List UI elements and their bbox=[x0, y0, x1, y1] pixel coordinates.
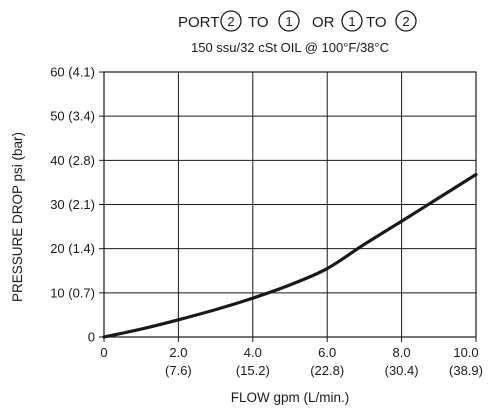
y-tick-label: 40 (2.8) bbox=[50, 153, 95, 168]
title-to-b: TO bbox=[366, 14, 387, 31]
x-tick-label: 6.0 bbox=[318, 345, 336, 360]
x-tick-label: 4.0 bbox=[244, 345, 262, 360]
x-tick-label: 8.0 bbox=[393, 345, 411, 360]
y-tick-label: 50 (3.4) bbox=[50, 109, 95, 124]
title-port-one-a: 1 bbox=[285, 14, 292, 29]
x-tick-label-metric: (15.2) bbox=[236, 363, 270, 378]
series-line-pressure-drop bbox=[104, 174, 476, 337]
title-port-one-b: 1 bbox=[348, 14, 355, 29]
series-lines bbox=[104, 174, 476, 337]
title-to-a: TO bbox=[248, 14, 269, 31]
x-tick-label-metric: (22.8) bbox=[310, 363, 344, 378]
y-tick-label: 60 (4.1) bbox=[50, 65, 95, 80]
y-axis-label: PRESSURE DROP psi (bar) bbox=[10, 132, 25, 302]
y-axis-ticks: 0 10 (0.7) 20 (1.4) 30 (2.1) 40 (2.8) 50 (3.4… bbox=[50, 65, 104, 345]
y-tick-label: 0 bbox=[88, 330, 95, 345]
x-tick-label: 10.0 bbox=[453, 345, 478, 360]
title-port-two-a: 2 bbox=[227, 14, 234, 29]
x-tick-label-metric: (38.9) bbox=[449, 363, 483, 378]
title-port-two-b: 2 bbox=[402, 14, 409, 29]
x-tick-label-metric: (30.4) bbox=[385, 363, 419, 378]
chart-subtitle: 150 ssu/32 cSt OIL @ 100°F/38°C bbox=[191, 40, 389, 55]
grid-lines bbox=[104, 72, 476, 337]
x-axis-ticks: 0 2.0 (7.6) 4.0 (15.2) 6.0 (22.8) 8.0 (30.4) 10.0… bbox=[100, 337, 483, 378]
x-tick-label: 2.0 bbox=[169, 345, 187, 360]
y-tick-label: 10 (0.7) bbox=[50, 285, 95, 300]
x-tick-label-metric: (7.6) bbox=[165, 363, 192, 378]
title-port: PORT bbox=[178, 14, 219, 31]
y-tick-label: 20 (1.4) bbox=[50, 241, 95, 256]
x-tick-label: 0 bbox=[100, 345, 107, 360]
title-or: OR bbox=[312, 14, 335, 31]
chart-title: PORT 2 TO 1 OR 1 TO 2 bbox=[178, 11, 416, 31]
y-tick-label: 30 (2.1) bbox=[50, 197, 95, 212]
x-axis-label: FLOW gpm (L/min.) bbox=[231, 390, 350, 405]
